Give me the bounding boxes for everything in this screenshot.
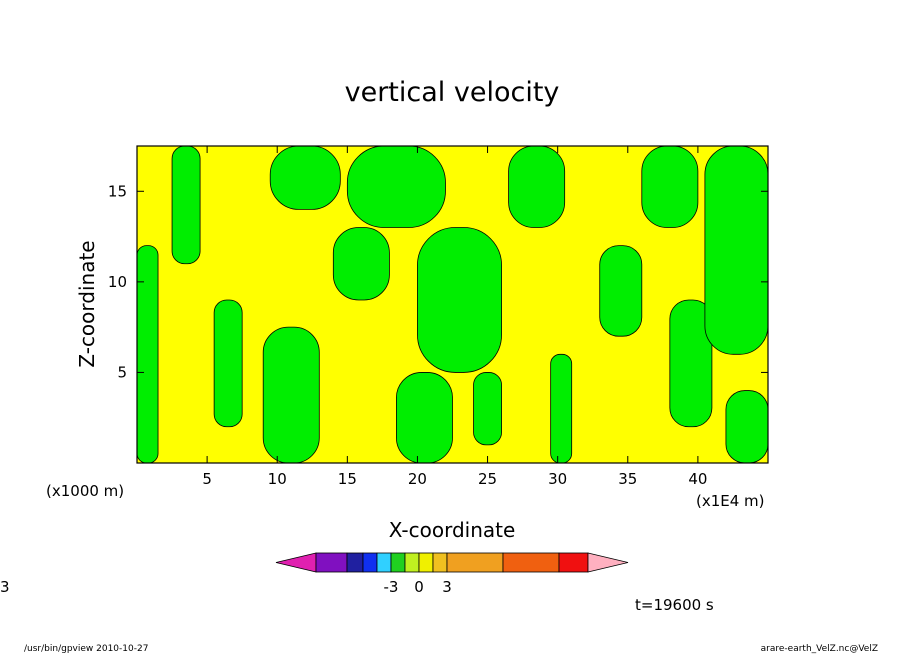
colorbar-cell (432, 552, 448, 573)
contour-region-green (269, 145, 341, 210)
contour-region-green (473, 372, 502, 446)
colorbar-label: -3 (384, 578, 399, 596)
contour-region-green (213, 299, 243, 428)
contour-region-green (550, 353, 573, 464)
x-tick-label: 35 (618, 470, 637, 488)
y-axis-label: Z-coordinate (75, 240, 99, 367)
x-tick-label: 10 (268, 470, 287, 488)
colorbar-label: 0 (414, 578, 424, 596)
x-axis: 5 10 15 20 25 30 35 40 (202, 146, 707, 488)
colorbar-arrow-left (275, 552, 317, 573)
colorbar-arrow-right (587, 552, 629, 573)
colorbar-cell (390, 552, 406, 573)
contour-region-green (171, 145, 201, 265)
chart-title: vertical velocity (345, 77, 560, 108)
plot-frame (136, 145, 769, 464)
footer-left: /usr/bin/gpview 2010-10-27 (24, 644, 148, 654)
contour-region-green (669, 299, 713, 428)
x-axis-label: X-coordinate (389, 518, 516, 542)
contour-region-green (725, 390, 769, 464)
time-label: t=19600 s (635, 596, 714, 614)
contour-region-green (641, 145, 699, 228)
colorbar-label: 3 (442, 578, 452, 596)
contour-region-green (508, 145, 566, 228)
colorbar-cell (502, 552, 560, 573)
colorbar-cell (362, 552, 378, 573)
x-unit-left: (x1000 m) (46, 482, 124, 500)
colorbar-cell (558, 552, 589, 573)
colorbar-cell (315, 552, 348, 573)
colorbar: -3 03 13 (0, 552, 629, 596)
footer-right: arare-earth_VelZ.nc@VelZ (761, 644, 878, 654)
colorbar-cell (418, 552, 434, 573)
contour-region-green (704, 145, 769, 355)
y-tick-label: 10 (108, 273, 127, 291)
colorbar-cell (346, 552, 364, 573)
x-tick-label: 40 (688, 470, 707, 488)
contour-region-green (599, 245, 643, 337)
colorbar-cell (446, 552, 504, 573)
plot-area (136, 145, 769, 464)
colorbar-cell (376, 552, 392, 573)
contour-region-green (346, 145, 446, 228)
y-tick-label: 5 (117, 363, 127, 381)
contour-region-green (136, 245, 159, 464)
x-tick-label: 25 (478, 470, 497, 488)
x-tick-label: 30 (548, 470, 567, 488)
contour-region-green (332, 227, 390, 301)
colorbar-cell (404, 552, 420, 573)
x-tick-label: 20 (408, 470, 427, 488)
contour-region-green (262, 326, 320, 464)
colorbar-label: 13 (0, 578, 10, 596)
contour-region-green (396, 372, 453, 464)
x-tick-label: 5 (202, 470, 212, 488)
y-tick-label: 15 (108, 182, 127, 200)
x-tick-label: 15 (338, 470, 357, 488)
x-unit-right: (x1E4 m) (696, 492, 765, 510)
y-axis: 5 10 15 (108, 182, 768, 381)
contour-region-green (417, 227, 502, 373)
